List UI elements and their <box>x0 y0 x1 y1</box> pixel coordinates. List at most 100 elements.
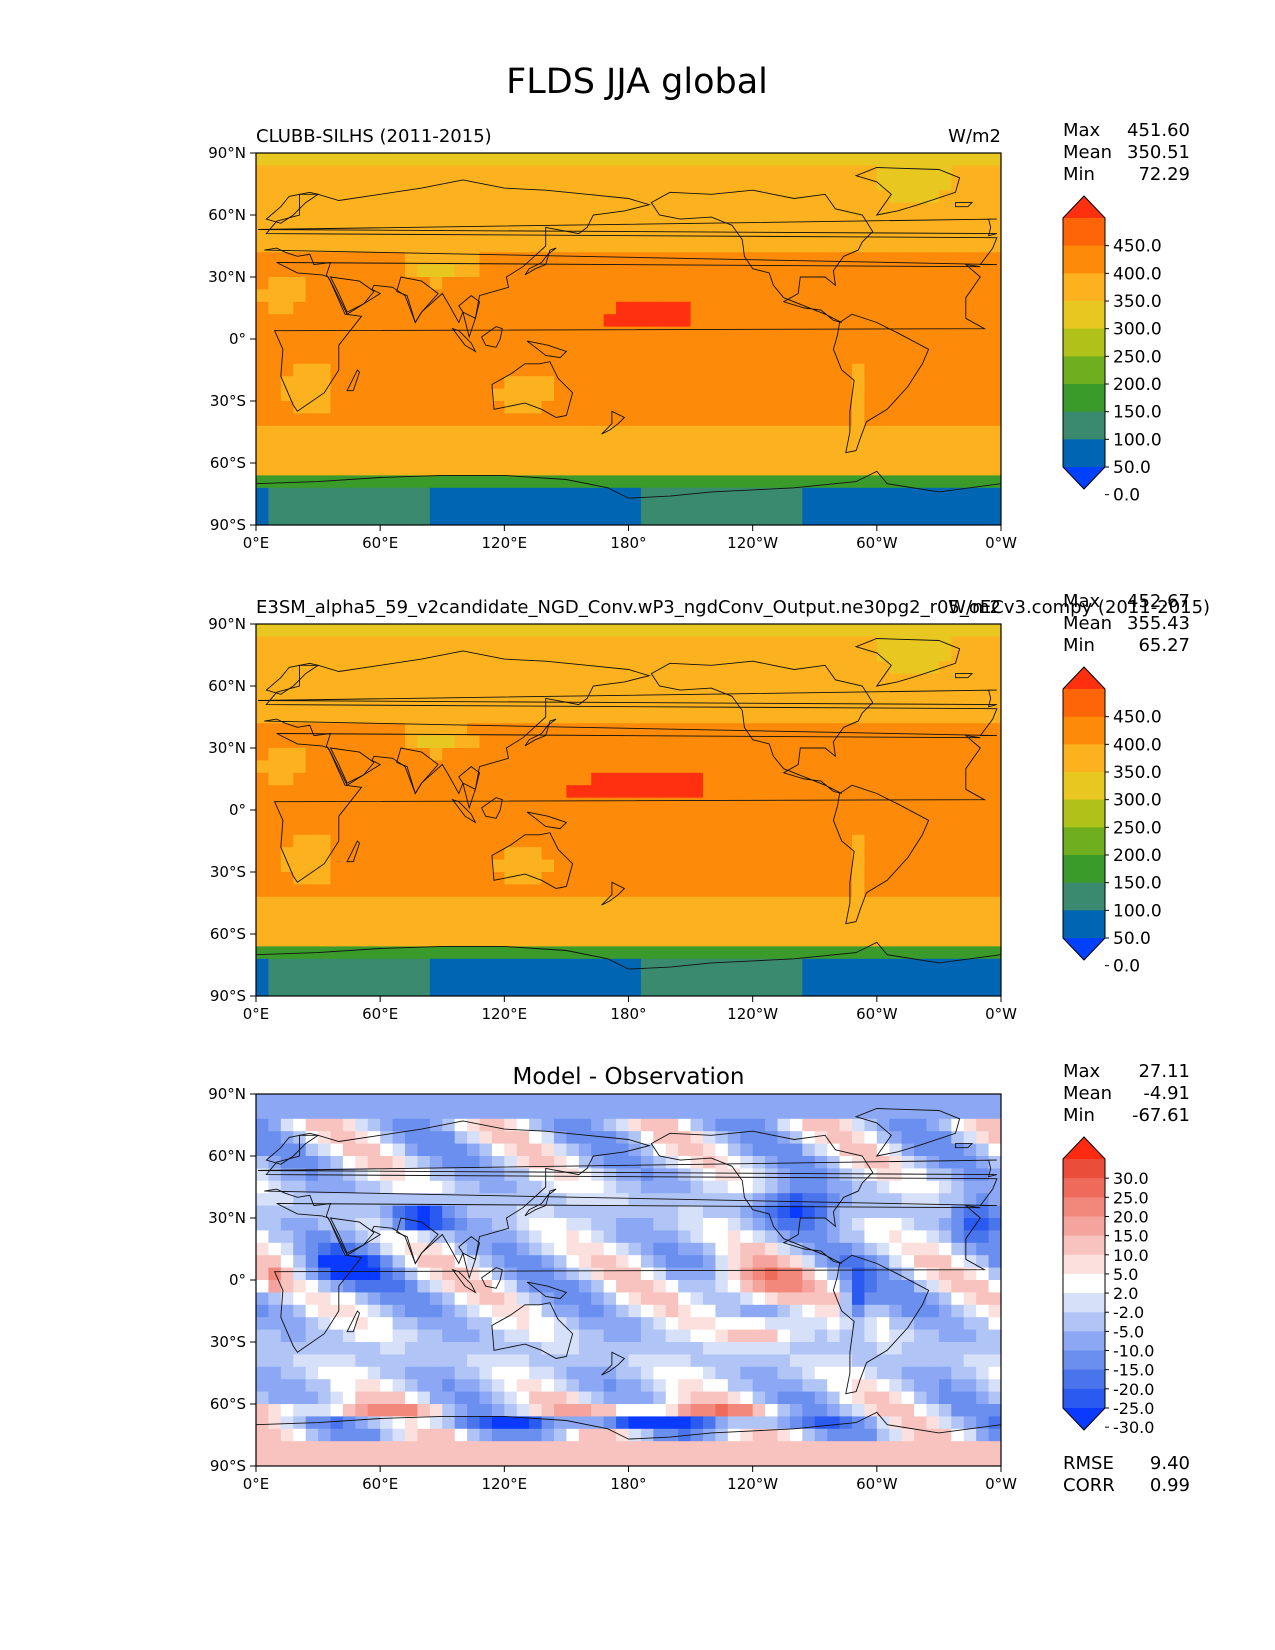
test-colorbar: 450.0 400.0 350.0 300.0 250.0 200.0 150.0 100.0… <box>1062 195 1162 506</box>
test-colorbar-tick-label: 450.0 <box>1113 237 1162 257</box>
ref-colorbar-tick-label: 0.0 <box>1113 957 1140 977</box>
ref-colorbar-tick-label: 200.0 <box>1113 846 1162 866</box>
coastline-madagascar <box>346 1310 361 1333</box>
coastline-new_guinea <box>526 1281 568 1300</box>
ref-colorbar-tick-label: 100.0 <box>1113 901 1162 921</box>
coastline-uk <box>258 689 998 708</box>
test-x-tick-label: 60°W <box>856 534 898 552</box>
test-colorbar-tick-label: 100.0 <box>1113 430 1162 450</box>
diff-x-tick-label: 120°W <box>727 1475 778 1493</box>
ref-x-tick-label: 0°W <box>985 1005 1017 1023</box>
test-left-title: CLUBB-SILHS (2011-2015) <box>256 126 492 147</box>
coastline-iceland <box>955 202 974 208</box>
ref-colorbar-tick-label: 350.0 <box>1113 763 1162 783</box>
coastline-antarctica <box>256 1411 1001 1466</box>
test-stat-label: Min <box>1063 164 1095 185</box>
test-units-label: W/m2 <box>948 126 1001 147</box>
diff-x-tick-label: 0°E <box>243 1475 270 1493</box>
diff-x-tick-label: 60°E <box>362 1475 398 1493</box>
ref-x-tick-label: 120°E <box>482 1005 528 1023</box>
test-coastlines <box>256 167 1001 525</box>
coastline-nz <box>601 881 626 906</box>
coastline-na <box>650 189 874 323</box>
test-x-tick-label: 0°W <box>985 534 1017 552</box>
diff-extra-stat-label: CORR <box>1063 1475 1115 1496</box>
diff-colorbar-tick-label: 30.0 <box>1113 1169 1149 1188</box>
test-x-tick-label: 0°E <box>243 534 270 552</box>
test-stat-value: 451.60 <box>1127 120 1190 141</box>
test-y-tick-label: 60°N <box>208 206 246 224</box>
coastline-uk <box>258 1159 998 1178</box>
coastline-nz <box>601 410 626 435</box>
ref-x-tick-label: 180° <box>610 1005 646 1023</box>
test-y-tick-label: 90°N <box>208 144 246 162</box>
diff-stat-label: Min <box>1063 1105 1095 1126</box>
coastline-madagascar <box>346 369 361 392</box>
diff-y-tick-label: 90°S <box>210 1457 246 1475</box>
ref-stat-label: Mean <box>1063 613 1112 634</box>
ref-colorbar-tick-label: 150.0 <box>1113 874 1162 894</box>
diff-y-tick-label: 0° <box>229 1271 246 1289</box>
ref-y-tick-label: 0° <box>229 801 246 819</box>
coastline-japan <box>524 718 557 747</box>
test-colorbar-tick-label: 350.0 <box>1113 292 1162 312</box>
coastline-australia <box>491 1302 574 1359</box>
ref-stats: Max 452.67 Mean 355.43 Min 65.27 <box>1063 591 1190 656</box>
test-x-tick-label: 120°E <box>482 534 528 552</box>
ref-stat-value: 355.43 <box>1127 613 1190 634</box>
coastline-iceland <box>955 673 974 679</box>
figure-title: FLDS JJA global <box>506 62 768 102</box>
test-stat-value: 350.51 <box>1127 142 1190 163</box>
test-colorbar-tick-label: 400.0 <box>1113 264 1162 284</box>
coastline-borneo <box>481 326 503 348</box>
diff-extra-stat-value: 9.40 <box>1150 1453 1190 1474</box>
coastline-se_asia <box>458 1236 481 1280</box>
ref-colorbar: 450.0 400.0 350.0 300.0 250.0 200.0 150.0 100.0… <box>1062 666 1162 977</box>
coastline-scandinavia <box>265 191 320 224</box>
diff-map: 0°E 60°E 120°E 180° 120°W 60°W 0°W 90°N 60°N 30°N… <box>208 1064 1017 1493</box>
coastline-greenland <box>854 167 961 216</box>
test-y-tick-label: 0° <box>229 330 246 348</box>
coastline-arabia_fix <box>329 747 375 784</box>
diff-x-tick-label: 120°E <box>482 1475 528 1493</box>
test-map: 0°E 60°E 120°E 180° 120°W 60°W 0°W 90°N 60°N 30°N… <box>208 126 1017 552</box>
ref-y-tick-label: 60°N <box>208 677 246 695</box>
diff-y-tick-label: 30°N <box>208 1209 246 1227</box>
diff-colorbar-tick-label: -30.0 <box>1113 1418 1154 1437</box>
coastline-sa <box>832 1254 930 1395</box>
ref-colorbar-tick-label: 400.0 <box>1113 735 1162 755</box>
ref-y-tick-label: 90°S <box>210 987 246 1005</box>
coastline-scandinavia <box>265 1132 320 1165</box>
ref-x-tick-label: 60°W <box>856 1005 898 1023</box>
ref-map: 0°E 60°E 120°E 180° 120°W 60°W 0°W 90°N 60°N 30°N… <box>208 597 1210 1023</box>
test-colorbar-tick-label: 50.0 <box>1113 458 1151 478</box>
diff-stat-label: Max <box>1063 1061 1101 1082</box>
coastline-africa <box>273 1203 987 1353</box>
coastline-scandinavia <box>265 662 320 695</box>
coastline-europe_asia <box>264 179 998 324</box>
coastline-borneo <box>481 1267 503 1289</box>
ref-x-tick-label: 60°E <box>362 1005 398 1023</box>
test-y-tick-label: 30°N <box>208 268 246 286</box>
coastline-sumatra <box>451 327 477 353</box>
diff-x-tick-label: 0°W <box>985 1475 1017 1493</box>
diff-colorbar-tick-label: 5.0 <box>1113 1265 1138 1284</box>
ref-colorbar-tick-label: 250.0 <box>1113 818 1162 838</box>
coastline-antarctica <box>256 941 1001 996</box>
coastline-na <box>650 660 874 794</box>
coastline-india <box>396 1217 439 1265</box>
test-x-tick-label: 180° <box>610 534 646 552</box>
diff-colorbar-tick-label: -5.0 <box>1113 1322 1144 1341</box>
diff-coastlines <box>256 1108 1001 1466</box>
coastline-europe_asia <box>264 1120 998 1265</box>
diff-colorbar-tick-label: -15.0 <box>1113 1361 1154 1380</box>
ref-stat-value: 452.67 <box>1127 591 1190 612</box>
coastline-sa <box>832 313 930 454</box>
ref-colorbar-tick-label: 450.0 <box>1113 708 1162 728</box>
coastline-uk <box>258 218 998 237</box>
coastline-new_guinea <box>526 811 568 830</box>
diff-y-tick-label: 30°S <box>210 1333 246 1351</box>
diff-colorbar-tick-label: 2.0 <box>1113 1284 1138 1303</box>
diff-stat-label: Mean <box>1063 1083 1112 1104</box>
